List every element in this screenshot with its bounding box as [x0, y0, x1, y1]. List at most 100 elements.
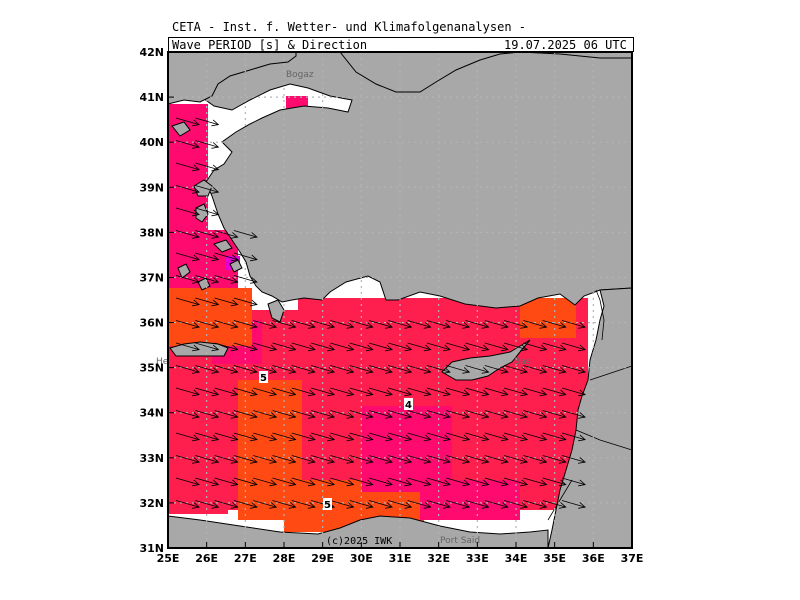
wave-direction-arrow: [542, 500, 567, 509]
wave-direction-arrow: [561, 387, 586, 397]
lat-label: 36N: [139, 317, 164, 330]
wave-direction-arrow: [253, 365, 278, 374]
wave-direction-arrow: [561, 410, 586, 419]
wave-direction-arrow: [175, 365, 200, 374]
wave-direction-arrow: [523, 432, 548, 442]
land-limnos: [171, 121, 191, 137]
wave-direction-arrow: [175, 117, 200, 127]
wave-direction-arrow: [484, 432, 509, 442]
wave-direction-arrow: [484, 342, 509, 352]
land-chios: [195, 203, 209, 223]
wave-direction-arrow: [426, 432, 451, 442]
contour-label-5-south: 5: [323, 498, 332, 511]
wave-direction-arrow: [195, 477, 220, 487]
wave-direction-arrow: [407, 410, 432, 419]
lon-label: 34E: [505, 552, 528, 565]
wave-direction-arrow: [214, 410, 239, 419]
wave-direction-arrow: [484, 410, 509, 419]
wave-direction-arrow: [465, 320, 490, 329]
wave-direction-arrow: [542, 455, 567, 464]
wave-direction-arrow: [388, 455, 413, 464]
wave-direction-arrow: [233, 230, 258, 239]
land-samos: [213, 239, 233, 253]
wave-direction-arrow: [542, 342, 567, 352]
period-cell-low-center: [362, 406, 452, 492]
wave-direction-arrow: [407, 320, 432, 329]
wave-direction-arrow: [426, 365, 451, 374]
wave-direction-arrow: [465, 432, 490, 442]
lon-label: 28E: [273, 552, 296, 565]
wave-direction-arrow: [214, 252, 239, 262]
wave-direction-arrow: [561, 500, 586, 509]
wave-direction-arrow: [503, 500, 529, 509]
wave-direction-arrow: [195, 432, 220, 442]
wave-direction-arrow: [484, 365, 509, 374]
wave-direction-arrow: [272, 455, 297, 464]
wave-direction-arrow: [195, 365, 220, 374]
place-label-port-said: Port Said: [440, 536, 480, 546]
wave-direction-arrow: [291, 455, 316, 464]
wave-direction-arrow: [195, 185, 220, 194]
wave-direction-arrow: [233, 342, 258, 352]
wave-direction-arrow: [233, 297, 258, 307]
wave-direction-arrow: [446, 477, 471, 487]
wave-direction-arrow: [272, 365, 297, 374]
wave-direction-arrow: [291, 477, 316, 487]
wave-direction-arrow: [195, 207, 220, 217]
lon-label: 33E: [466, 552, 489, 565]
wave-direction-arrow: [484, 320, 509, 329]
wave-direction-arrow: [175, 342, 200, 352]
lat-label: 33N: [139, 452, 164, 465]
wave-direction-arrow: [233, 275, 258, 284]
wave-direction-arrow: [195, 275, 220, 284]
wave-direction-arrow: [426, 342, 451, 352]
wave-direction-arrow: [214, 230, 239, 239]
wave-direction-arrow: [349, 477, 374, 487]
wave-direction-arrow: [233, 410, 258, 419]
wave-direction-arrow: [349, 410, 374, 419]
wave-direction-arrow: [195, 230, 220, 239]
wave-direction-arrow: [503, 455, 529, 464]
wave-direction-arrow: [446, 365, 471, 374]
wave-direction-arrow: [407, 500, 432, 509]
lat-label: 35N: [139, 362, 164, 375]
wave-direction-arrow: [253, 455, 278, 464]
wave-direction-arrow: [175, 297, 200, 307]
wave-direction-arrow: [195, 117, 220, 127]
wave-direction-arrow: [349, 365, 374, 374]
wave-direction-arrow: [330, 320, 355, 329]
land-cyclades: [177, 259, 243, 291]
lon-label: 37E: [621, 552, 644, 565]
lon-label: 27E: [234, 552, 257, 565]
wave-direction-arrow: [388, 432, 413, 442]
wave-direction-arrow: [175, 185, 200, 194]
lat-label: 31N: [139, 542, 164, 555]
wave-direction-arrow: [446, 432, 471, 442]
wave-direction-arrow: [175, 455, 200, 464]
wave-direction-arrow: [349, 500, 374, 509]
wave-direction-arrow: [523, 500, 548, 509]
wave-direction-arrow: [330, 500, 355, 509]
lon-label: 26E: [195, 552, 218, 565]
wave-direction-arrow: [214, 455, 239, 464]
wave-direction-arrow: [523, 410, 548, 419]
wave-direction-arrow: [233, 387, 258, 397]
wave-direction-arrow: [195, 410, 220, 419]
lat-label: 38N: [139, 226, 164, 239]
place-label-basi: Basi: [514, 357, 533, 367]
lon-label: 35E: [543, 552, 566, 565]
wave-direction-arrow: [388, 365, 413, 374]
wave-direction-arrow: [465, 387, 490, 397]
lat-label: 42N: [139, 46, 164, 59]
wave-direction-arrow: [388, 342, 413, 352]
wave-direction-arrow: [446, 387, 471, 397]
wave-direction-arrow: [388, 320, 413, 329]
wave-direction-arrow: [175, 162, 200, 172]
wave-direction-arrow: [330, 342, 355, 352]
wave-direction-arrow: [175, 230, 200, 239]
wave-direction-arrow: [446, 410, 471, 419]
wave-direction-arrow: [523, 477, 548, 487]
wave-direction-arrow: [542, 410, 567, 419]
wave-direction-arrow: [195, 455, 220, 464]
wave-direction-arrow: [349, 342, 374, 352]
